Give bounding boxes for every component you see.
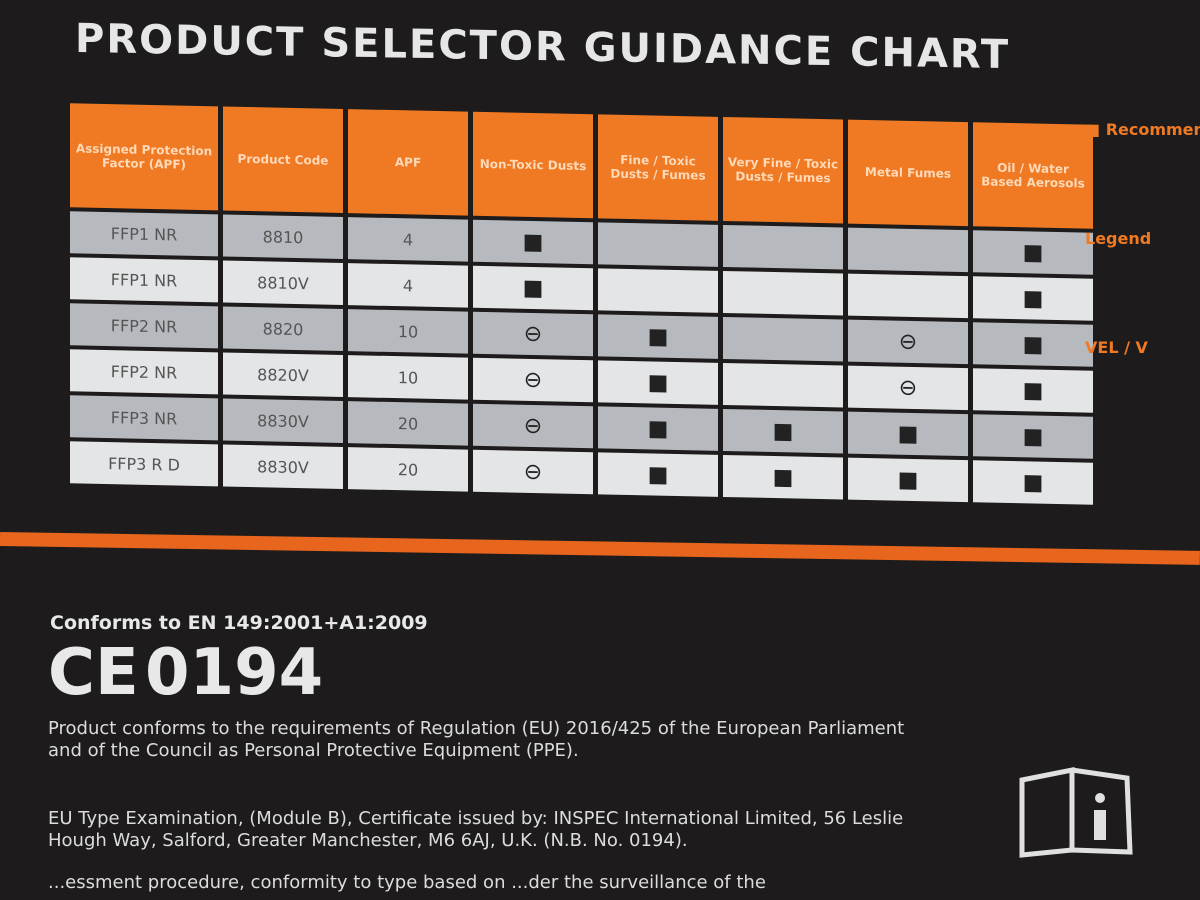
- table-cell: ■: [848, 411, 968, 457]
- table-cell: 8810V: [223, 260, 343, 306]
- table-cell: [723, 362, 843, 408]
- column-header: Oil / Water Based Aerosols: [973, 122, 1093, 229]
- paragraph: Product conforms to the requirements of …: [48, 718, 905, 761]
- table-cell: FFP1 NR: [70, 257, 218, 303]
- table-cell: FFP1 NR: [70, 211, 218, 257]
- table-cell: ■: [598, 360, 718, 405]
- table-cell: 8830V: [223, 398, 343, 444]
- orange-band: [0, 532, 1200, 565]
- table-cell: 10: [348, 309, 468, 354]
- table-cell: FFP3 NR: [70, 395, 218, 441]
- table-cell: 8820V: [223, 352, 343, 398]
- table-cell: [723, 224, 843, 270]
- table-cell: ⊖: [473, 311, 593, 357]
- column-header: Product Code: [223, 106, 343, 214]
- table-cell: [723, 316, 843, 362]
- paragraph: ...essment procedure, conformity to type…: [48, 872, 766, 893]
- table-cell: 4: [348, 263, 468, 308]
- table-cell: FFP2 NR: [70, 349, 218, 395]
- table-cell: 8830V: [223, 444, 343, 490]
- table-cell: FFP3 R D: [70, 441, 218, 487]
- column-header: Non-Toxic Dusts: [473, 111, 593, 219]
- table-cell: ■: [973, 368, 1093, 413]
- table-cell: 20: [348, 447, 468, 492]
- table-cell: [723, 270, 843, 316]
- title: PRODUCT SELECTOR GUIDANCE CHART: [75, 15, 1011, 79]
- column-header: APF: [348, 109, 468, 216]
- table-cell: ■: [598, 406, 718, 451]
- table-cell: [598, 268, 718, 313]
- info-icon: [1019, 766, 1133, 858]
- table-cell: ⊖: [848, 365, 968, 411]
- selector-table: Assigned Protection Factor (APF) Product …: [65, 99, 1098, 509]
- table-cell: [848, 273, 968, 319]
- column-header: Fine / Toxic Dusts / Fumes: [598, 114, 718, 221]
- table-cell: 8820: [223, 306, 343, 352]
- column-header: Assigned Protection Factor (APF): [70, 103, 218, 211]
- table-cell: [848, 227, 968, 273]
- table-cell: ■: [973, 230, 1093, 275]
- sidebar-item: ■ Recommended: [1085, 120, 1200, 139]
- table-cell: ■: [473, 219, 593, 265]
- table-cell: ■: [723, 408, 843, 454]
- table-cell: ■: [723, 454, 843, 500]
- table-cell: ⊖: [473, 449, 593, 495]
- standard: Conforms to EN 149:2001+A1:2009: [50, 612, 428, 634]
- table-cell: 4: [348, 217, 468, 262]
- table-cell: ■: [598, 452, 718, 497]
- table-cell: ■: [848, 457, 968, 503]
- table-cell: 8810: [223, 214, 343, 260]
- ce-mark: CE: [48, 636, 139, 710]
- notified-body: 0194: [145, 636, 324, 710]
- table-cell: ■: [973, 460, 1093, 505]
- table-cell: ■: [473, 265, 593, 311]
- table-cell: ⊖: [473, 357, 593, 403]
- table-cell: ■: [973, 414, 1093, 459]
- sidebar-item: VEL / V: [1085, 338, 1148, 357]
- column-header: Metal Fumes: [848, 119, 968, 227]
- table-cell: ■: [973, 322, 1093, 367]
- table-cell: ■: [598, 314, 718, 359]
- table-cell: [598, 222, 718, 267]
- paragraph: EU Type Examination, (Module B), Certifi…: [48, 808, 904, 851]
- table-cell: 10: [348, 355, 468, 400]
- table-cell: ■: [973, 276, 1093, 321]
- table-cell: ⊖: [473, 403, 593, 449]
- sidebar-item: Legend: [1085, 229, 1152, 248]
- column-header: Very Fine / Toxic Dusts / Fumes: [723, 116, 843, 224]
- sidebar: ■ Recommended Legend VEL / V: [1085, 120, 1200, 447]
- table-cell: 20: [348, 401, 468, 446]
- table-cell: FFP2 NR: [70, 303, 218, 349]
- table-cell: ⊖: [848, 319, 968, 365]
